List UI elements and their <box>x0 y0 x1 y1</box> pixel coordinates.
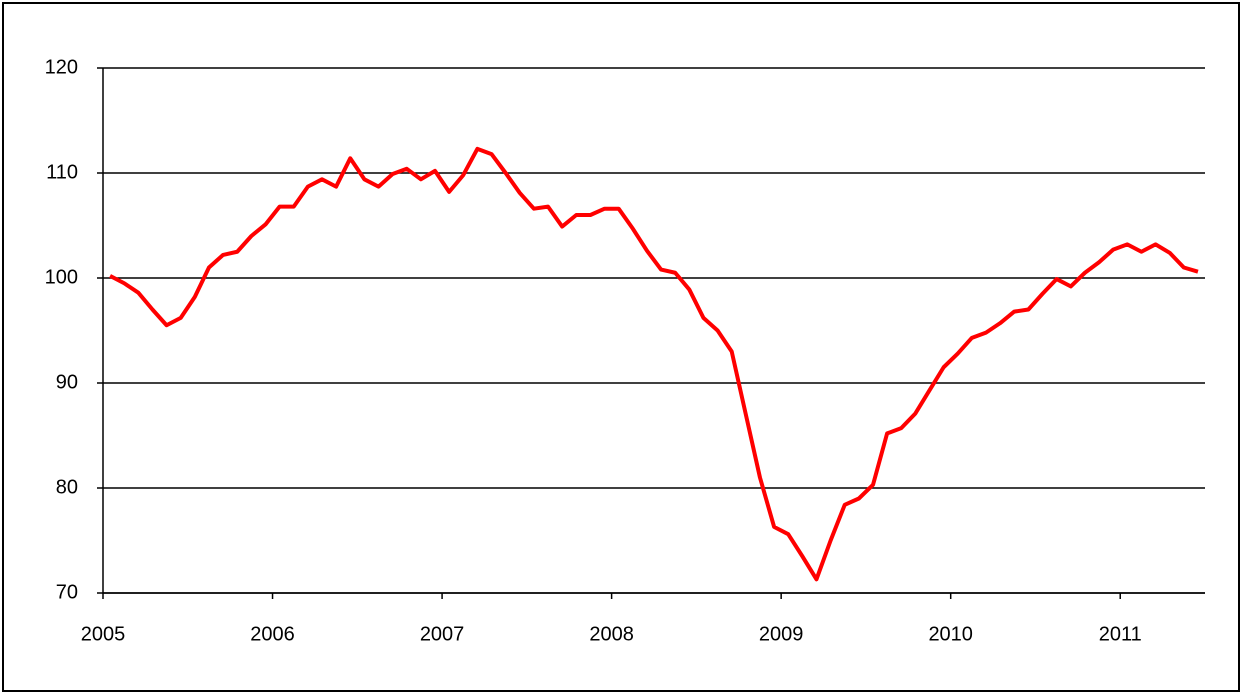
y-tick-label: 90 <box>56 371 78 393</box>
y-tick-label: 70 <box>56 581 78 603</box>
x-tick-label: 2009 <box>759 623 804 645</box>
y-tick-label: 120 <box>45 56 78 78</box>
data-line <box>109 146 1199 582</box>
x-tick-label: 2010 <box>928 623 973 645</box>
y-tick-label: 100 <box>45 266 78 288</box>
x-tick-label: 2008 <box>589 623 634 645</box>
x-tick-label: 2007 <box>420 623 465 645</box>
chart-frame <box>2 2 1240 692</box>
x-tick-label: 2011 <box>1099 623 1142 645</box>
y-tick-label: 110 <box>46 161 78 183</box>
y-tick-label: 80 <box>56 476 78 498</box>
x-tick-label: 2005 <box>81 623 126 645</box>
x-tick-label: 2006 <box>250 623 295 645</box>
